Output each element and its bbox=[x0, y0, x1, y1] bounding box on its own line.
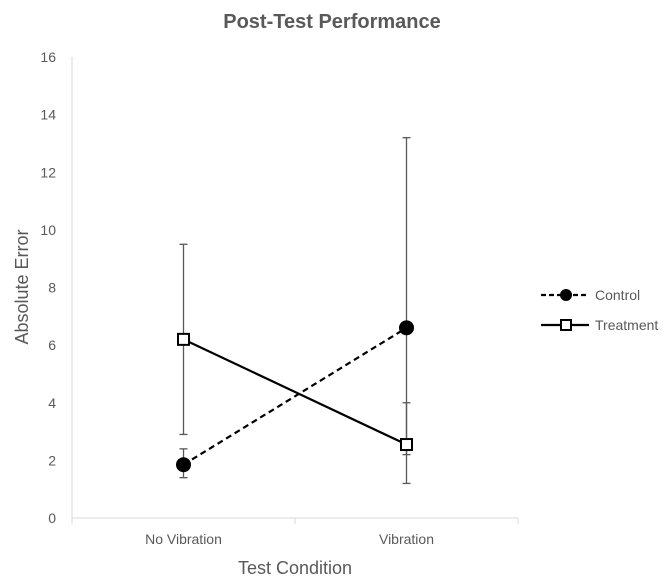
y-tick-label: 8 bbox=[48, 280, 56, 296]
y-tick-label: 2 bbox=[48, 452, 56, 468]
series-treatment bbox=[177, 332, 413, 452]
y-axis-ticks: 0 2 4 6 8 10 12 14 16 bbox=[40, 49, 56, 526]
legend: Control Treatment bbox=[541, 287, 658, 333]
y-tick-label: 4 bbox=[48, 395, 56, 411]
x-tick-label: Vibration bbox=[379, 531, 434, 547]
x-tick-label: No Vibration bbox=[145, 531, 222, 547]
y-tick-label: 14 bbox=[40, 107, 56, 123]
series-layer bbox=[176, 137, 414, 485]
legend-marker bbox=[560, 319, 572, 331]
y-tick-label: 10 bbox=[40, 222, 56, 238]
legend-label: Treatment bbox=[595, 317, 658, 333]
data-point bbox=[177, 332, 190, 346]
x-axis-label: Test Condition bbox=[238, 558, 352, 577]
legend-item-control: Control bbox=[541, 287, 640, 303]
series-control bbox=[176, 320, 414, 473]
data-point bbox=[400, 438, 413, 452]
x-axis-tick-labels: No Vibration Vibration bbox=[145, 531, 434, 547]
y-tick-label: 16 bbox=[40, 49, 56, 65]
error-bars-treatment bbox=[179, 243, 411, 456]
series-line bbox=[182, 326, 408, 466]
error-bars-control bbox=[179, 137, 411, 485]
data-point bbox=[399, 320, 414, 336]
legend-marker bbox=[560, 289, 572, 301]
y-tick-label: 6 bbox=[48, 337, 56, 353]
y-tick-label: 0 bbox=[48, 510, 56, 526]
x-axis-ticks bbox=[71, 518, 519, 524]
chart-title: Post-Test Performance bbox=[223, 11, 440, 33]
y-tick-label: 12 bbox=[40, 164, 56, 180]
series-line bbox=[183, 338, 407, 446]
legend-item-treatment: Treatment bbox=[541, 317, 658, 333]
data-point bbox=[176, 457, 191, 473]
y-axis-label: Absolute Error bbox=[12, 229, 32, 344]
legend-label: Control bbox=[595, 287, 640, 303]
